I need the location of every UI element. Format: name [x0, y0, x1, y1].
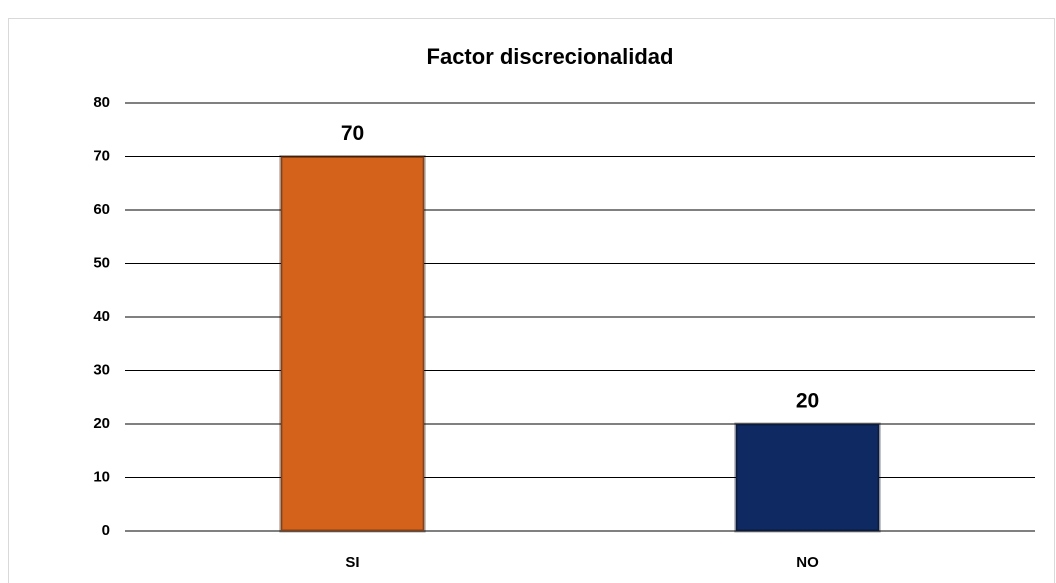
y-tick-label: 30 — [93, 361, 110, 378]
data-label: 20 — [796, 390, 819, 413]
y-tick-label: 10 — [93, 468, 110, 485]
y-tick-label: 70 — [93, 147, 110, 164]
y-tick-label: 60 — [93, 201, 110, 218]
y-tick-label: 80 — [93, 94, 110, 111]
y-tick-label: 40 — [93, 308, 110, 325]
bar — [734, 422, 881, 533]
data-label: 70 — [341, 122, 364, 145]
chart-title: Factor discrecionalidad — [427, 44, 674, 69]
x-tick-label: SI — [345, 554, 359, 571]
y-tick-label: 20 — [93, 415, 110, 432]
y-tick-label: 0 — [102, 522, 110, 539]
chart-border — [8, 18, 1055, 583]
x-tick-label: NO — [796, 554, 819, 571]
bar — [279, 155, 426, 533]
y-tick-label: 50 — [93, 254, 110, 271]
